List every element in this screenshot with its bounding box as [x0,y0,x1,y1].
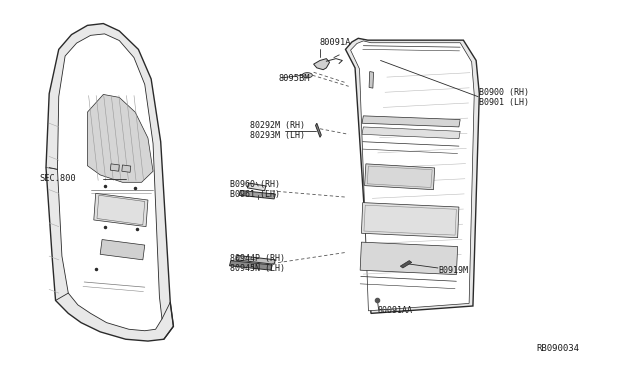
Text: 80091A: 80091A [320,38,351,46]
Polygon shape [110,164,119,171]
Polygon shape [122,165,131,172]
Polygon shape [316,123,321,137]
Text: RB090034: RB090034 [537,344,580,353]
Text: 80292M (RH)
80293M (LH): 80292M (RH) 80293M (LH) [250,121,305,140]
Text: B0960 (RH)
B0961 (LH): B0960 (RH) B0961 (LH) [230,180,280,199]
Text: 8095BM: 8095BM [278,74,310,83]
Polygon shape [302,73,312,78]
Polygon shape [314,59,330,70]
Polygon shape [81,261,110,278]
Polygon shape [369,71,374,88]
Polygon shape [351,41,474,311]
Polygon shape [239,190,275,199]
Polygon shape [236,256,275,264]
Polygon shape [362,116,460,127]
Text: B0919M: B0919M [438,266,468,275]
Text: B0900 (RH)
B0901 (LH): B0900 (RH) B0901 (LH) [479,88,529,107]
Text: SEC.800: SEC.800 [40,174,76,183]
Polygon shape [58,34,162,331]
Polygon shape [362,203,459,238]
Polygon shape [100,240,145,260]
Polygon shape [94,193,148,227]
Polygon shape [346,38,479,313]
Text: 80944P (RH)
80945N (LH): 80944P (RH) 80945N (LH) [230,254,285,273]
Text: 80091AA: 80091AA [378,306,412,315]
Polygon shape [46,23,173,341]
Polygon shape [360,242,458,275]
Polygon shape [230,260,272,270]
Polygon shape [247,183,266,191]
Polygon shape [394,176,404,179]
Polygon shape [365,164,435,190]
Polygon shape [88,94,153,182]
Polygon shape [400,260,412,268]
Polygon shape [72,255,120,283]
Polygon shape [376,173,387,177]
Polygon shape [362,127,460,139]
